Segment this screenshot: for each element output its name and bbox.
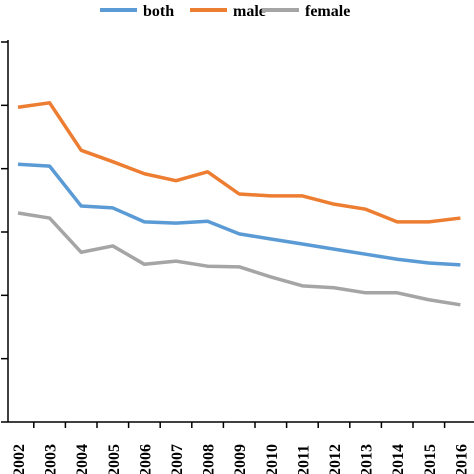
- legend-label: both: [143, 3, 174, 20]
- legend-label: female: [305, 3, 350, 20]
- x-tick-label: 2008: [201, 444, 218, 474]
- x-tick-label: 2002: [11, 444, 28, 474]
- series-line: [17, 162, 461, 267]
- legend-label: male: [233, 3, 266, 20]
- x-tick-label: 2003: [43, 444, 60, 474]
- x-tick-label: 2010: [264, 444, 281, 474]
- x-tick-label: 2012: [327, 444, 344, 474]
- x-tick-label: 2009: [232, 444, 249, 474]
- series-line: [17, 211, 461, 307]
- x-tick-label: 2016: [453, 444, 470, 474]
- x-tick-label: 2011: [295, 445, 312, 474]
- x-tick-label: 2007: [169, 444, 186, 474]
- x-tick-label: 2014: [390, 444, 407, 474]
- series-line: [17, 101, 461, 224]
- x-tick-label: 2015: [422, 444, 439, 474]
- x-tick-label: 2013: [359, 444, 376, 474]
- x-tick-label: 2006: [137, 444, 154, 474]
- x-tick-label: 2005: [106, 444, 123, 474]
- x-tick-label: 2004: [74, 444, 91, 474]
